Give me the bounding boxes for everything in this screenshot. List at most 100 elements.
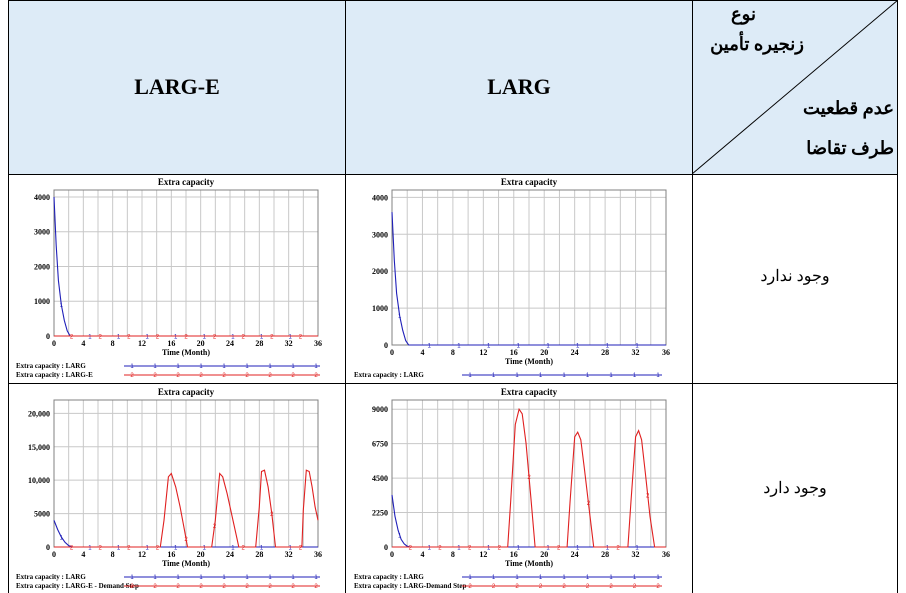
legend-marker: 2 (222, 584, 226, 590)
x-tick-label: 12 (479, 550, 487, 559)
legend-marker: 1 (468, 373, 472, 379)
y-tick-label: 6750 (372, 440, 388, 449)
series-marker: 2 (270, 335, 274, 341)
series-marker: 1 (398, 314, 402, 320)
legend-marker: 2 (468, 584, 472, 590)
series-marker: 1 (457, 546, 461, 552)
x-tick-label: 12 (138, 339, 146, 348)
series-marker: 2 (156, 335, 160, 341)
x-tick-label: 4 (81, 550, 85, 559)
legend-marker: 2 (199, 373, 203, 379)
series-marker: 2 (438, 546, 442, 552)
x-tick-label: 8 (451, 348, 455, 357)
x-tick-label: 32 (632, 348, 640, 357)
column-header-larg-e: LARG-E (134, 74, 220, 99)
x-tick-label: 32 (285, 550, 293, 559)
series-marker: 2 (646, 493, 650, 499)
x-tick-label: 28 (255, 550, 263, 559)
series-marker: 1 (428, 344, 432, 350)
legend-marker: 2 (633, 584, 637, 590)
series-marker: 2 (156, 546, 160, 552)
series-marker: 2 (127, 546, 131, 552)
series-marker: 1 (517, 344, 521, 350)
legend-marker: 2 (245, 584, 249, 590)
series-marker: 1 (606, 546, 610, 552)
legend-marker: 1 (633, 373, 637, 379)
series-marker: 1 (606, 344, 610, 350)
x-tick-label: 4 (420, 348, 424, 357)
legend-marker: 2 (222, 373, 226, 379)
x-tick-label: 0 (390, 348, 394, 357)
series-marker: 2 (468, 546, 472, 552)
y-tick-label: 5000 (34, 510, 50, 519)
x-tick-label: 24 (226, 550, 234, 559)
legend-marker: 2 (153, 373, 157, 379)
series-marker: 2 (127, 335, 131, 341)
chart-larg-e-with-uncertainty: Extra capacity 0 5000 10,000 15,000 20,000 0 4 8… (12, 386, 340, 593)
y-tick-label: 10,000 (28, 476, 50, 485)
legend-marker: 2 (130, 373, 134, 379)
series-line (391, 212, 666, 346)
legend-marker: 2 (656, 584, 660, 590)
legend-marker: 1 (515, 575, 519, 581)
series-marker: 2 (184, 537, 188, 543)
legend-marker: 2 (586, 584, 590, 590)
series-marker: 2 (616, 546, 620, 552)
y-tick-label: 0 (384, 543, 388, 552)
legend-marker: 2 (268, 584, 272, 590)
series-marker: 1 (635, 546, 639, 552)
y-tick-label: 9000 (372, 405, 388, 414)
x-tick-label: 20 (197, 339, 205, 348)
legend-marker: 2 (245, 373, 249, 379)
legend-marker: 1 (656, 575, 660, 581)
legend-marker: 2 (291, 584, 295, 590)
row-label-no-uncertainty: وجود ندارد (760, 268, 830, 285)
x-tick-label: 32 (285, 339, 293, 348)
legend-label: Extra capacity : LARG-Demand Step (354, 582, 466, 590)
series-marker: 2 (557, 546, 561, 552)
legend-marker: 1 (130, 575, 134, 581)
chart-larg-with-uncertainty: Extra capacity 0 2250 4500 6750 9000 0 4 8 12 16 20… (350, 386, 688, 593)
x-tick-label: 36 (662, 348, 670, 357)
legend-marker: 2 (268, 373, 272, 379)
series-marker: 2 (409, 546, 413, 552)
legend-marker: 1 (586, 575, 590, 581)
y-tick-label: 0 (46, 332, 50, 341)
series-marker: 2 (184, 335, 188, 341)
legend-marker: 2 (492, 584, 496, 590)
legend-marker: 2 (562, 584, 566, 590)
legend-marker: 1 (291, 575, 295, 581)
y-tick-label: 20,000 (28, 409, 50, 418)
legend-marker: 2 (291, 373, 295, 379)
series-line (53, 196, 318, 337)
series-marker: 1 (174, 335, 178, 341)
column-divider-2 (692, 0, 693, 593)
series-marker: 1 (88, 335, 92, 341)
chart-title: Extra capacity (501, 387, 558, 397)
x-tick-label: 16 (167, 550, 175, 559)
x-tick-label: 0 (52, 550, 56, 559)
series-marker: 1 (203, 546, 207, 552)
legend-marker: 2 (176, 373, 180, 379)
legend-label: Extra capacity : LARG-E (16, 371, 93, 379)
series-marker: 2 (587, 501, 591, 507)
corner-label-type: نوع (730, 4, 756, 24)
legend-marker: 1 (492, 373, 496, 379)
chart-larg-e-no-uncertainty: Extra capacity 0 1000 2000 3000 4000 0 4 8 12 16 20… (12, 176, 340, 382)
series-marker: 2 (242, 546, 246, 552)
legend-marker: 1 (176, 364, 180, 370)
legend-marker: 1 (539, 373, 543, 379)
legend-marker: 1 (222, 575, 226, 581)
legend-marker: 1 (609, 575, 613, 581)
x-tick-label: 28 (255, 339, 263, 348)
series-line (392, 407, 666, 548)
legend-marker: 1 (633, 575, 637, 581)
series-marker: 1 (117, 335, 121, 341)
series-marker: 2 (299, 335, 303, 341)
series-marker: 1 (546, 344, 550, 350)
legend-marker: 2 (199, 584, 203, 590)
legend-marker: 1 (562, 373, 566, 379)
x-tick-label: 8 (111, 550, 115, 559)
series-marker: 1 (398, 533, 402, 539)
x-tick-label: 12 (138, 550, 146, 559)
